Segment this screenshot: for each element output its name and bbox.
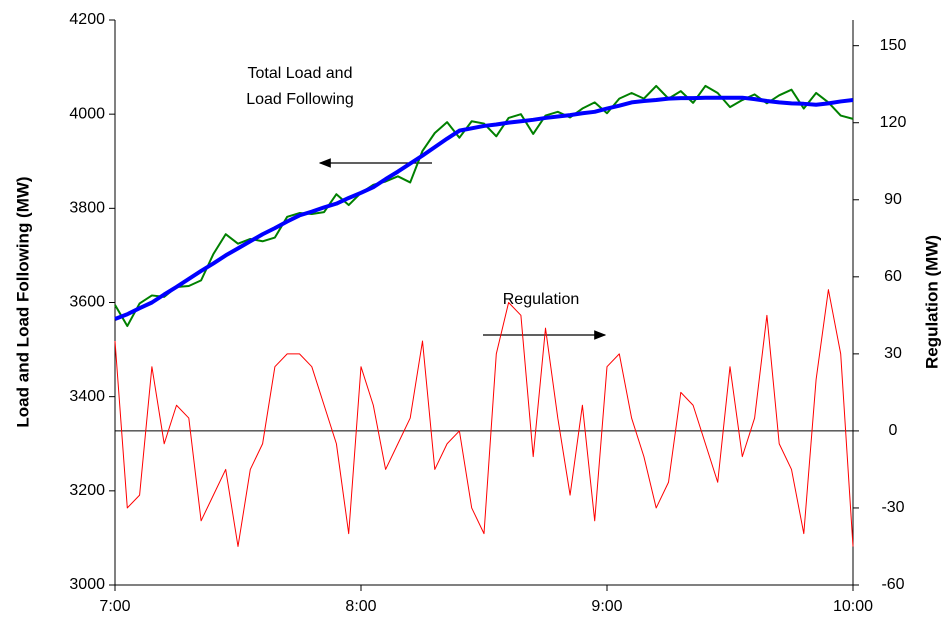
series-line bbox=[114, 84, 854, 328]
x-tick-label: 7:00 bbox=[99, 598, 130, 615]
y-tick-label: 3200 bbox=[69, 482, 105, 499]
x-tick-label: 10:00 bbox=[833, 598, 873, 615]
y2-tick-label: -30 bbox=[881, 499, 904, 516]
y2-axis-title: Regulation (MW) bbox=[922, 235, 941, 369]
y2-tick-label: -60 bbox=[881, 576, 904, 593]
annotation: Total Load and bbox=[248, 65, 353, 82]
y2-tick-label: 30 bbox=[884, 345, 902, 362]
y-axis-title: Load and Load Following (MW) bbox=[13, 176, 32, 427]
y-tick-label: 4000 bbox=[69, 105, 105, 122]
y2-tick-label: 90 bbox=[884, 191, 902, 208]
x-tick-label: 9:00 bbox=[591, 598, 622, 615]
y-tick-label: 3600 bbox=[69, 294, 105, 311]
series-line bbox=[114, 289, 854, 547]
y2-tick-label: 150 bbox=[880, 37, 907, 54]
series-line bbox=[114, 95, 854, 321]
y-tick-label: 4200 bbox=[69, 11, 105, 28]
y-tick-label: 3800 bbox=[69, 200, 105, 217]
y2-tick-label: 120 bbox=[880, 114, 907, 131]
y2-tick-label: 60 bbox=[884, 268, 902, 285]
y-tick-label: 3000 bbox=[69, 576, 105, 593]
annotation: Load Following bbox=[246, 91, 354, 108]
annotation: Regulation bbox=[503, 291, 580, 308]
y2-tick-label: 0 bbox=[889, 422, 898, 439]
x-tick-label: 8:00 bbox=[345, 598, 376, 615]
y-tick-label: 3400 bbox=[69, 388, 105, 405]
